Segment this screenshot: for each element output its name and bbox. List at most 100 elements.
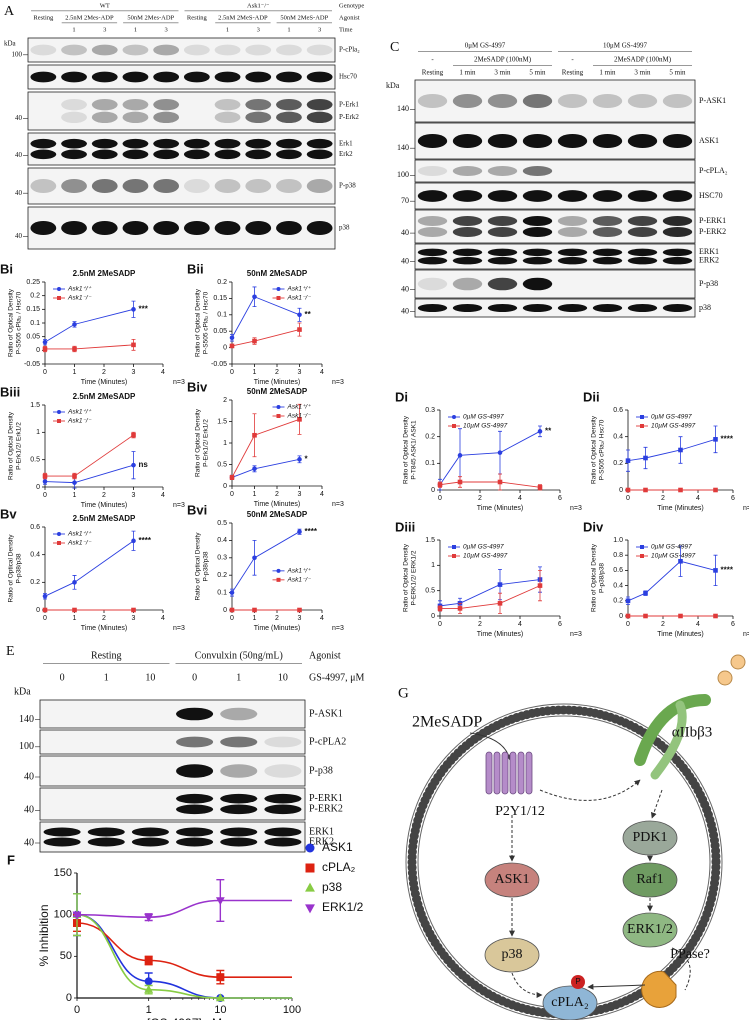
header-label: Resting <box>33 14 54 21</box>
series-line <box>76 913 292 999</box>
series-line <box>439 579 541 607</box>
y-tick-label: 0.4 <box>613 582 623 589</box>
x-tick-label: 1 <box>253 369 257 376</box>
band <box>91 179 118 193</box>
data-point <box>457 606 463 611</box>
chart-title: 50nM 2MeSADP <box>247 387 308 396</box>
protein <box>622 862 678 898</box>
band <box>306 71 333 83</box>
band <box>30 71 57 83</box>
y-tick-label: 0.2 <box>613 460 623 467</box>
y-tick-label: 0.5 <box>425 588 435 595</box>
phospho-site <box>571 975 585 989</box>
significance: **** <box>139 536 152 545</box>
strip-frame <box>39 787 306 821</box>
blot-strip <box>39 755 306 787</box>
band <box>122 221 149 235</box>
data-point <box>537 485 543 490</box>
band <box>153 221 180 235</box>
band <box>522 166 553 176</box>
panel-label: Bvi <box>187 502 207 517</box>
kda-label: 40 <box>24 771 34 782</box>
header-label: - <box>571 56 574 64</box>
receptor-helix <box>493 751 501 795</box>
data-point <box>276 414 281 418</box>
strip-label: P-ASK1 <box>699 96 726 105</box>
legend-label: Ask1⁻/⁻ <box>67 418 92 425</box>
y-tick-label: 1 <box>36 429 40 436</box>
data-point <box>452 415 456 419</box>
band <box>245 149 272 160</box>
data-point <box>305 843 315 853</box>
x-tick-label: 4 <box>320 615 324 622</box>
band <box>176 736 214 748</box>
y-tick-label: 0.4 <box>217 537 227 544</box>
band <box>214 44 241 56</box>
data-point <box>57 532 61 536</box>
header-label: 3 min <box>494 69 511 77</box>
y-tick-label: 100 <box>54 909 72 921</box>
x-axis-title: Time (Minutes) <box>254 501 300 508</box>
band <box>122 149 149 160</box>
header-label: 50nM 2MeS-ADP <box>280 14 328 21</box>
data-point <box>57 541 61 545</box>
band <box>306 44 333 56</box>
legend-label: Ask1⁺/⁺ <box>287 568 312 575</box>
phosphatase: PPase? <box>670 947 710 962</box>
x-tick-label: 0 <box>43 615 47 622</box>
band <box>91 71 118 83</box>
data-point <box>457 479 463 485</box>
series-line <box>231 418 300 478</box>
y-tick-label: 0 <box>36 484 40 491</box>
blot-strip <box>414 182 696 210</box>
y-axis-title: Ratio of Optical Density <box>403 415 410 484</box>
y-tick-label: 0.2 <box>613 598 623 605</box>
pathway-arrow <box>650 789 663 819</box>
data-point <box>643 613 648 619</box>
x-tick-label: 2 <box>102 615 106 622</box>
band <box>487 134 518 148</box>
significance: ** <box>545 426 552 435</box>
x-tick-label: 6 <box>731 621 735 628</box>
data-point <box>72 480 77 485</box>
panel-label: Di <box>395 389 408 404</box>
y-axis-title: P-S505 cPla₂ / Hsc70 <box>16 291 23 354</box>
panel-label: G <box>398 685 409 701</box>
protein-label: Raf1 <box>636 872 663 887</box>
kda-title: kDa <box>386 81 400 90</box>
data-point <box>57 410 61 414</box>
y-tick-label: 0.5 <box>30 457 40 464</box>
data-point <box>131 538 136 544</box>
band <box>452 94 483 108</box>
y-axis-title: P-Erk1/2/ Erk1/2 <box>16 422 23 470</box>
strip-frame <box>414 269 696 299</box>
kda-label: 40 <box>15 189 23 197</box>
data-point <box>72 911 82 920</box>
strip-label: P-ERK2 <box>309 804 343 815</box>
significance: ** <box>305 310 312 319</box>
band <box>122 98 149 111</box>
band <box>417 166 448 176</box>
receptor: P2Y1/12 <box>495 804 545 819</box>
data-point <box>252 466 257 472</box>
strip-label: ERK1 <box>309 826 334 837</box>
integrin-b <box>650 700 687 780</box>
protein-label: cPLA₂ <box>551 995 589 1010</box>
protein-label: ERK1/2 <box>627 922 673 937</box>
kda-label: 40 <box>401 306 409 315</box>
y-tick-label: 150 <box>54 867 72 879</box>
band <box>264 804 302 815</box>
protein <box>484 862 540 898</box>
blot-strip <box>27 167 336 205</box>
series-line <box>76 922 292 978</box>
data-point <box>42 593 48 599</box>
series-line <box>231 458 300 478</box>
band <box>91 138 118 149</box>
integrin: αIIbβ3 <box>672 724 712 740</box>
band <box>522 190 553 202</box>
x-tick-label: 2 <box>102 492 106 499</box>
strip-frame <box>27 37 336 63</box>
band <box>627 216 658 226</box>
n-note: n=3 <box>570 505 582 512</box>
